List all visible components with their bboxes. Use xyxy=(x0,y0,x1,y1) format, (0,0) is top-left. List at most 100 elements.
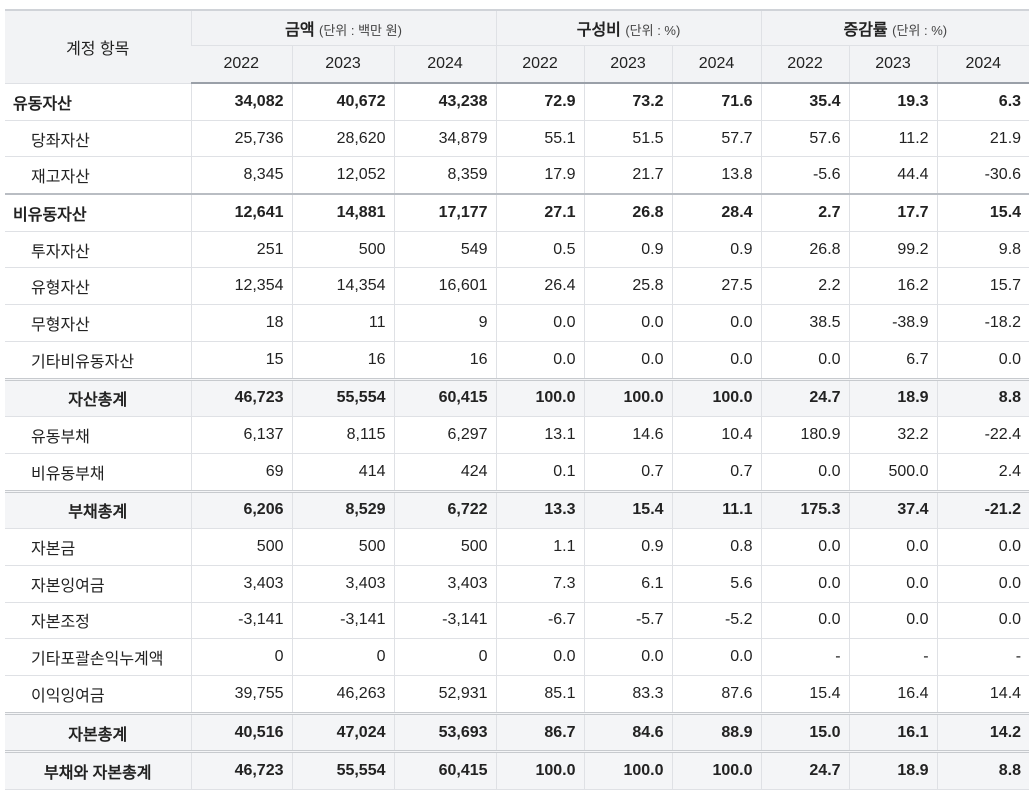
value-cell: 26.8 xyxy=(583,193,673,232)
value-cell: 8,115 xyxy=(291,416,394,454)
value-cell: 0.0 xyxy=(848,528,938,566)
value-cell: 0.0 xyxy=(671,304,762,342)
group-header: 증감률 (단위 : %) xyxy=(760,9,1030,46)
value-cell: 26.4 xyxy=(495,267,585,306)
year-header: 2024 xyxy=(393,45,497,84)
value-cell: 17.7 xyxy=(848,193,938,232)
value-cell: 3,403 xyxy=(190,565,292,603)
value-cell: 11.2 xyxy=(848,120,938,158)
value-cell: 500 xyxy=(291,528,394,566)
value-cell: 0.0 xyxy=(760,453,850,492)
value-cell: 0.0 xyxy=(495,638,585,676)
value-cell: -5.7 xyxy=(583,602,673,640)
row-label: 기타비유동자산 xyxy=(5,341,191,380)
value-cell: 251 xyxy=(190,231,292,269)
value-cell: 0.0 xyxy=(936,528,1030,566)
table-row: 재고자산 8,345 12,052 8,359 17.9 21.7 13.8 -5.6 44.4… xyxy=(5,156,1030,195)
value-cell: 14.4 xyxy=(936,675,1030,714)
value-cell: 52,931 xyxy=(393,675,497,714)
value-cell: 180.9 xyxy=(760,416,850,454)
value-cell: 5.6 xyxy=(671,565,762,603)
value-cell: 28,620 xyxy=(291,120,394,158)
value-cell: 500 xyxy=(190,528,292,566)
value-cell: 3,403 xyxy=(393,565,497,603)
value-cell: 38.5 xyxy=(760,304,850,342)
value-cell: 17,177 xyxy=(393,193,497,232)
year-header: 2023 xyxy=(583,45,673,84)
value-cell: 6.3 xyxy=(936,83,1030,121)
table-header: 계정 항목 금액 (단위 : 백만 원) 구성비 (단위 : %) 증감률 (단위 … xyxy=(5,9,1030,84)
value-cell: 21.7 xyxy=(583,156,673,195)
value-cell: 16,601 xyxy=(393,267,497,306)
value-cell: 24.7 xyxy=(760,750,850,791)
value-cell: 0.0 xyxy=(495,304,585,342)
table-row: 이익잉여금 39,755 46,263 52,931 85.1 83.3 87.6 15.4 1… xyxy=(5,675,1030,714)
row-label: 기타포괄손익누계액 xyxy=(5,638,191,676)
value-cell: 72.9 xyxy=(495,83,585,121)
value-cell: 12,641 xyxy=(190,193,292,232)
header-group-row: 계정 항목 금액 (단위 : 백만 원) 구성비 (단위 : %) 증감률 (단위 … xyxy=(5,9,1030,84)
value-cell: 6.1 xyxy=(583,565,673,603)
table-row: 자본조정 -3,141 -3,141 -3,141 -6.7 -5.7 -5.2 0.0 0.0… xyxy=(5,602,1030,640)
value-cell: 53,693 xyxy=(393,711,497,753)
row-label: 무형자산 xyxy=(5,304,191,342)
value-cell: 15.0 xyxy=(760,711,850,753)
value-cell: 11.1 xyxy=(671,489,762,530)
value-cell: 16 xyxy=(291,341,394,380)
value-cell: 7.3 xyxy=(495,565,585,603)
value-cell: -5.2 xyxy=(671,602,762,640)
value-cell: 0.0 xyxy=(760,565,850,603)
value-cell: 100.0 xyxy=(495,750,585,791)
value-cell: -22.4 xyxy=(936,416,1030,454)
value-cell: -21.2 xyxy=(936,489,1030,530)
value-cell: 14.2 xyxy=(936,711,1030,753)
year-header: 2024 xyxy=(671,45,762,84)
value-cell: 16.4 xyxy=(848,675,938,714)
table-row: 유형자산 12,354 14,354 16,601 26.4 25.8 27.5 2.2 16.… xyxy=(5,267,1030,306)
year-header: 2023 xyxy=(848,45,938,84)
value-cell: 69 xyxy=(190,453,292,492)
value-cell: 0.5 xyxy=(495,231,585,269)
row-label: 부채총계 xyxy=(5,489,191,530)
value-cell: 6,722 xyxy=(393,489,497,530)
row-label: 재고자산 xyxy=(5,156,191,195)
value-cell: 46,723 xyxy=(190,377,292,418)
value-cell: 88.9 xyxy=(671,711,762,753)
table-row: 자본금 500 500 500 1.1 0.9 0.8 0.0 0.0 0.0 xyxy=(5,528,1030,566)
value-cell: 12,052 xyxy=(291,156,394,195)
group-header: 금액 (단위 : 백만 원) xyxy=(190,9,497,46)
value-cell: 99.2 xyxy=(848,231,938,269)
value-cell: 25.8 xyxy=(583,267,673,306)
balance-table: 계정 항목 금액 (단위 : 백만 원) 구성비 (단위 : %) 증감률 (단위 … xyxy=(5,9,1030,791)
value-cell: 2.2 xyxy=(760,267,850,306)
table-row: 비유동부채 69 414 424 0.1 0.7 0.7 0.0 500.0 2.4 xyxy=(5,453,1030,492)
value-cell: 100.0 xyxy=(583,377,673,418)
value-cell: 0.0 xyxy=(848,565,938,603)
value-cell: 55.1 xyxy=(495,120,585,158)
value-cell: 500.0 xyxy=(848,453,938,492)
value-cell: 0.0 xyxy=(760,341,850,380)
row-label: 자본총계 xyxy=(5,711,191,753)
value-cell: 55,554 xyxy=(291,750,394,791)
value-cell: 37.4 xyxy=(848,489,938,530)
value-cell: 16.1 xyxy=(848,711,938,753)
value-cell: 84.6 xyxy=(583,711,673,753)
value-cell: 16 xyxy=(393,341,497,380)
table-row: 무형자산 18 11 9 0.0 0.0 0.0 38.5 -38.9 -18.2 xyxy=(5,304,1030,342)
value-cell: 100.0 xyxy=(583,750,673,791)
row-label: 자본잉여금 xyxy=(5,565,191,603)
value-cell: 0.1 xyxy=(495,453,585,492)
value-cell: 8,529 xyxy=(291,489,394,530)
value-cell: 0.0 xyxy=(495,341,585,380)
value-cell: 8,345 xyxy=(190,156,292,195)
value-cell: 2.7 xyxy=(760,193,850,232)
year-header: 2022 xyxy=(760,45,850,84)
value-cell: 12,354 xyxy=(190,267,292,306)
value-cell: 9 xyxy=(393,304,497,342)
value-cell: 25,736 xyxy=(190,120,292,158)
group-unit: (단위 : %) xyxy=(625,23,681,38)
value-cell: 0.0 xyxy=(583,341,673,380)
value-cell: 424 xyxy=(393,453,497,492)
value-cell: 15 xyxy=(190,341,292,380)
value-cell: 39,755 xyxy=(190,675,292,714)
